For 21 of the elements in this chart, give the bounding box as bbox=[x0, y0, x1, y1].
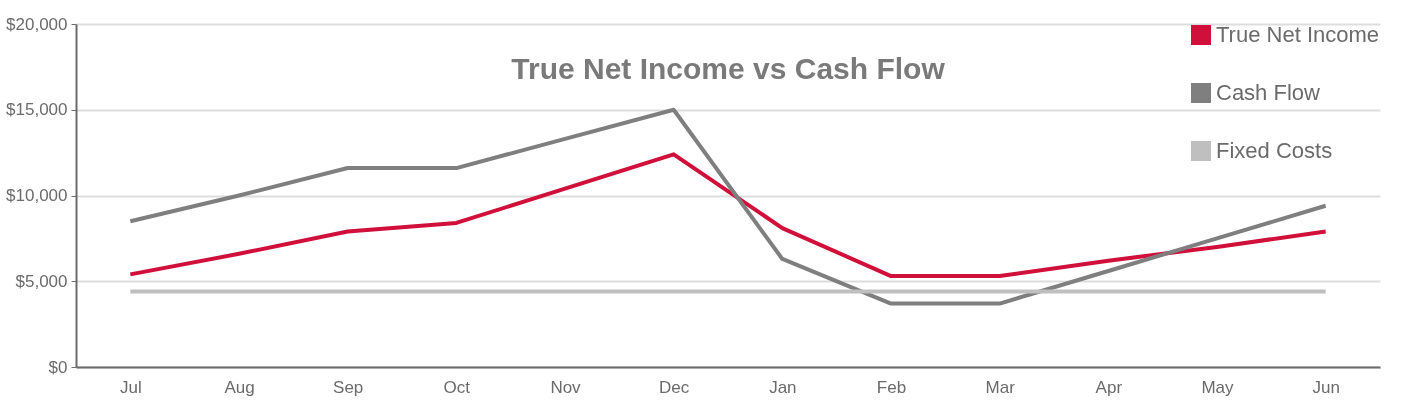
legend-label: Fixed Costs bbox=[1216, 138, 1333, 163]
text: True Net Income vs Cash Flow bbox=[511, 52, 946, 85]
x-tick-label: Aug bbox=[224, 377, 255, 397]
x-tick-label: Oct bbox=[443, 377, 471, 397]
x-tick-label: Feb bbox=[876, 377, 907, 397]
x-tick-label: Sep bbox=[333, 377, 364, 397]
x-tick-label: Apr bbox=[1095, 377, 1123, 397]
y-tick-label: $10,000 bbox=[6, 186, 68, 205]
x-tick-label: Jul bbox=[119, 377, 142, 397]
y-tick-label: $0 bbox=[48, 357, 68, 377]
x-tick-label: May bbox=[1201, 377, 1235, 397]
x-tick-label: Dec bbox=[659, 377, 690, 397]
x-tick-label: Mar bbox=[985, 377, 1016, 397]
legend-label: True Net Income bbox=[1216, 22, 1380, 47]
y-tick-label: $15,000 bbox=[6, 100, 68, 120]
legend-label: Cash Flow bbox=[1216, 80, 1321, 105]
y-tick-label: $20,000 bbox=[6, 14, 68, 34]
y-tick-label: $5,000 bbox=[15, 271, 68, 291]
x-tick-label: Jun bbox=[1312, 377, 1340, 397]
x-tick-label: Jan bbox=[769, 377, 797, 397]
x-tick-label: Nov bbox=[550, 377, 582, 397]
